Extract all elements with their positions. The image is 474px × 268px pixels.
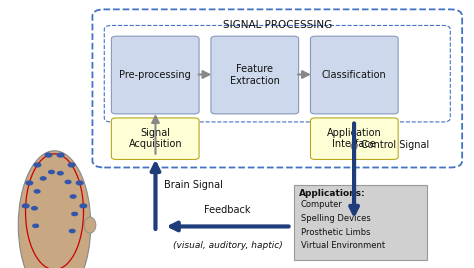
Ellipse shape — [18, 151, 91, 268]
Circle shape — [22, 204, 29, 208]
Circle shape — [57, 172, 63, 175]
Text: Applications:: Applications: — [299, 189, 365, 198]
Text: Feature
Extraction: Feature Extraction — [230, 64, 280, 86]
Text: Virtual Environment: Virtual Environment — [301, 241, 385, 251]
Text: Brain Signal: Brain Signal — [164, 180, 222, 190]
FancyBboxPatch shape — [111, 36, 199, 114]
Text: (visual, auditory, haptic): (visual, auditory, haptic) — [173, 241, 283, 250]
Text: Spelling Devices: Spelling Devices — [301, 214, 371, 223]
FancyBboxPatch shape — [92, 9, 462, 168]
FancyBboxPatch shape — [104, 25, 450, 122]
Circle shape — [34, 163, 41, 167]
Circle shape — [72, 212, 77, 215]
Circle shape — [68, 163, 75, 167]
Text: Prosthetic Limbs: Prosthetic Limbs — [301, 228, 371, 237]
Ellipse shape — [84, 217, 96, 233]
FancyBboxPatch shape — [310, 118, 398, 159]
Text: Pre-processing: Pre-processing — [119, 70, 191, 80]
Text: Feedback: Feedback — [204, 205, 251, 215]
FancyBboxPatch shape — [294, 185, 427, 260]
Circle shape — [34, 190, 40, 193]
Circle shape — [70, 195, 76, 198]
Text: Control Signal: Control Signal — [361, 140, 429, 150]
Text: SIGNAL PROCESSING: SIGNAL PROCESSING — [223, 20, 332, 31]
Circle shape — [49, 170, 55, 174]
Circle shape — [33, 224, 38, 228]
Circle shape — [65, 180, 71, 184]
Circle shape — [69, 229, 75, 233]
FancyBboxPatch shape — [310, 36, 398, 114]
Text: Classification: Classification — [322, 70, 387, 80]
Text: Computer: Computer — [301, 200, 343, 209]
Text: Application
Interface: Application Interface — [327, 128, 382, 150]
Circle shape — [45, 153, 52, 157]
Circle shape — [26, 181, 33, 185]
Text: Signal
Acquisition: Signal Acquisition — [128, 128, 182, 150]
Circle shape — [32, 207, 37, 210]
Circle shape — [76, 181, 83, 185]
Circle shape — [40, 177, 46, 180]
FancyBboxPatch shape — [211, 36, 299, 114]
Circle shape — [57, 153, 64, 157]
Circle shape — [80, 204, 87, 208]
FancyBboxPatch shape — [111, 118, 199, 159]
